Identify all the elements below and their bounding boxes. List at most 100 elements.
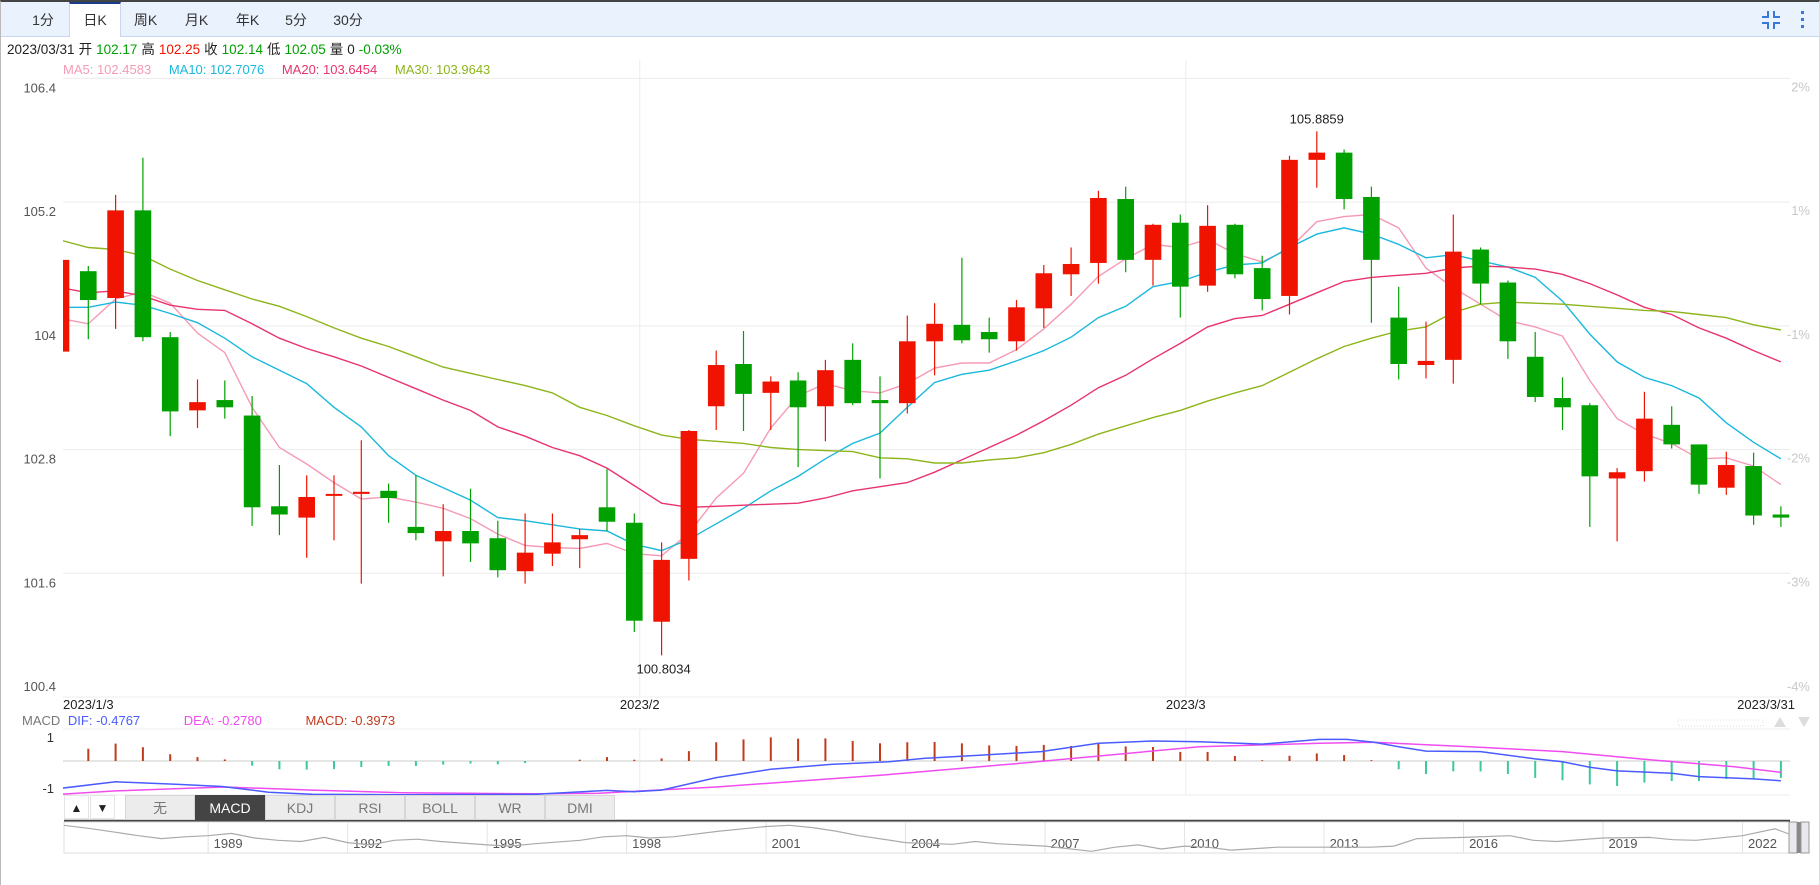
candle[interactable] xyxy=(1417,321,1435,379)
candle[interactable] xyxy=(1745,452,1762,525)
candle[interactable] xyxy=(1718,451,1735,495)
candle[interactable] xyxy=(953,257,971,344)
candle[interactable] xyxy=(1472,247,1489,305)
candle[interactable] xyxy=(80,266,97,340)
tab-30min[interactable]: 30分 xyxy=(333,12,363,28)
candle[interactable] xyxy=(707,350,725,430)
candle[interactable] xyxy=(1581,403,1599,527)
candle[interactable] xyxy=(353,440,370,584)
candle[interactable] xyxy=(271,465,288,536)
navigator-box[interactable] xyxy=(63,821,1790,854)
candle[interactable] xyxy=(1690,444,1708,494)
candle[interactable] xyxy=(844,343,861,406)
candle[interactable] xyxy=(789,372,807,468)
candle[interactable] xyxy=(899,315,916,414)
panel-scroll-up-icon[interactable] xyxy=(1774,717,1786,727)
panel-scroll-down-icon[interactable] xyxy=(1798,717,1810,727)
tab-5min[interactable]: 5分 xyxy=(285,12,307,28)
candle-body-down xyxy=(1253,268,1271,300)
candle-body-down xyxy=(1363,196,1380,260)
indicator-tab-none[interactable]: 无 xyxy=(125,795,195,820)
candle[interactable] xyxy=(516,513,534,584)
navigator-year-label: 2013 xyxy=(1330,836,1359,851)
candle[interactable] xyxy=(1172,214,1189,318)
candle[interactable] xyxy=(817,359,834,442)
candle[interactable] xyxy=(1499,280,1517,359)
indicator-tab-rsi[interactable]: RSI xyxy=(335,795,405,820)
navigator-right-handle[interactable] xyxy=(1800,821,1810,854)
candle[interactable] xyxy=(1772,506,1790,527)
candle[interactable] xyxy=(1554,377,1571,430)
candle[interactable] xyxy=(571,528,588,569)
candle[interactable] xyxy=(462,488,479,562)
candle[interactable] xyxy=(1663,406,1680,449)
indicator-tab-dmi[interactable]: DMI xyxy=(545,795,615,820)
candle[interactable] xyxy=(762,376,780,430)
candle[interactable] xyxy=(1090,190,1107,284)
candle[interactable] xyxy=(1363,186,1380,323)
more-vertical-icon[interactable] xyxy=(1796,10,1810,30)
panel-resize-handle[interactable] xyxy=(1677,719,1764,727)
candle-body-down xyxy=(1172,222,1189,287)
candle[interactable] xyxy=(134,157,152,342)
candle[interactable] xyxy=(1445,214,1462,384)
candle[interactable] xyxy=(1526,332,1544,403)
candle[interactable] xyxy=(626,513,643,633)
panel-up-button[interactable]: ▲ xyxy=(64,795,89,819)
candle[interactable] xyxy=(434,504,452,577)
candle[interactable] xyxy=(1335,149,1353,210)
candle[interactable] xyxy=(1608,468,1626,542)
indicator-tab-wr[interactable]: WR xyxy=(475,795,545,820)
indicator-tab-kdj[interactable]: KDJ xyxy=(265,795,335,820)
compress-icon[interactable] xyxy=(1761,10,1781,30)
candle[interactable] xyxy=(407,475,425,541)
candle[interactable] xyxy=(1636,391,1653,482)
tab-daily-k[interactable]: 日K xyxy=(69,2,121,37)
candle[interactable] xyxy=(1308,131,1326,188)
candle-body-down xyxy=(871,400,889,404)
candle[interactable] xyxy=(544,513,561,567)
candle[interactable] xyxy=(980,317,998,353)
panel-down-button[interactable]: ▼ xyxy=(90,795,115,819)
candle[interactable] xyxy=(1062,247,1080,296)
candle[interactable] xyxy=(680,429,698,581)
ohlc-info-line: 2023/03/31 开 102.17 高 102.25 收 102.14 低 102.05 量 0… xyxy=(7,42,406,58)
candle[interactable] xyxy=(871,376,889,479)
candle[interactable] xyxy=(1117,186,1134,273)
candle[interactable] xyxy=(926,303,943,376)
candle[interactable] xyxy=(1390,286,1407,380)
candle-body-down xyxy=(1745,466,1762,516)
candle[interactable] xyxy=(1035,265,1053,328)
candle[interactable] xyxy=(189,379,206,428)
candle[interactable] xyxy=(53,258,70,353)
candle[interactable] xyxy=(216,380,234,419)
tab-1min[interactable]: 1分 xyxy=(32,12,54,28)
ma30-line xyxy=(63,240,1782,464)
candle[interactable] xyxy=(735,330,752,432)
candle[interactable] xyxy=(298,475,315,558)
candle[interactable] xyxy=(1226,223,1244,279)
navigator-left-handle[interactable] xyxy=(1788,821,1798,854)
candle[interactable] xyxy=(1008,300,1025,351)
candle[interactable] xyxy=(107,194,124,329)
candle[interactable] xyxy=(1281,155,1298,315)
candle[interactable] xyxy=(1144,223,1162,286)
candle-body-down xyxy=(1117,199,1134,260)
tab-yearly-k[interactable]: 年K xyxy=(235,12,260,28)
candle[interactable] xyxy=(1253,255,1271,311)
candle[interactable] xyxy=(325,475,343,541)
candle[interactable] xyxy=(489,520,507,578)
tab-weekly-k[interactable]: 周K xyxy=(133,12,158,28)
candle[interactable] xyxy=(380,483,397,523)
indicator-tab-boll[interactable]: BOLL xyxy=(405,795,475,820)
navigator-selection[interactable] xyxy=(1797,822,1801,853)
candle[interactable] xyxy=(653,542,670,656)
candle-body-up xyxy=(1608,472,1626,479)
candle[interactable] xyxy=(598,469,616,532)
candle[interactable] xyxy=(1199,205,1216,292)
candle[interactable] xyxy=(243,395,261,526)
indicator-tab-macd[interactable]: MACD xyxy=(195,795,265,820)
candle[interactable] xyxy=(161,332,179,437)
tab-monthly-k[interactable]: 月K xyxy=(184,12,209,28)
